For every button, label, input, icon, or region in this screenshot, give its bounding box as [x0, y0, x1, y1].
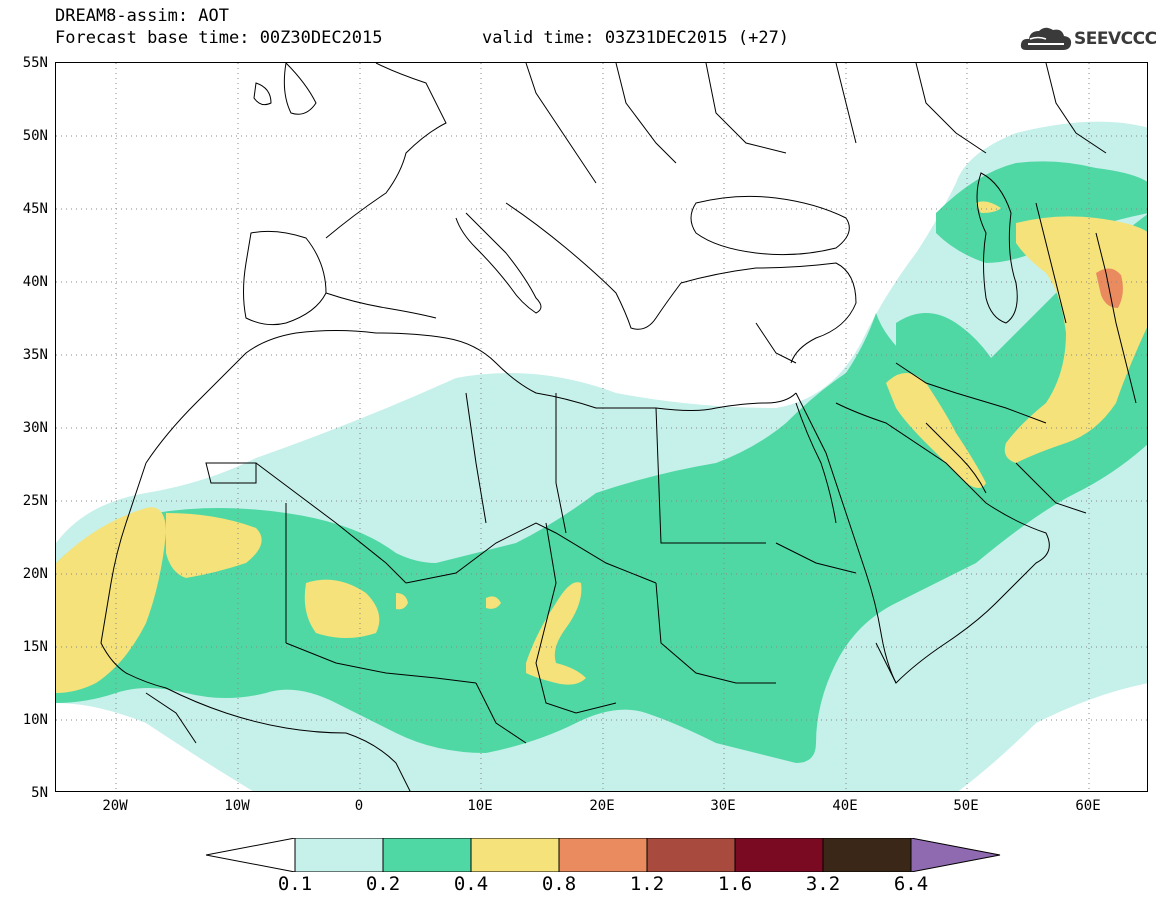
lon-label: 20W: [102, 798, 128, 814]
lon-label: 10W: [224, 798, 250, 814]
colorbar-label: 1.2: [629, 873, 665, 895]
lat-label: 45N: [22, 201, 48, 217]
colorbar-bin: [294, 838, 384, 872]
lat-label: 40N: [22, 274, 48, 290]
logo-text: SEEVCCC: [1074, 29, 1157, 49]
map-canvas: [56, 63, 1147, 791]
colorbar-label: 0.2: [365, 873, 401, 895]
cloud-icon: [1020, 27, 1072, 50]
coastlines-borders: [100, 63, 1137, 791]
colorbar-under-arrow: [206, 838, 296, 872]
colorbar-label: 3.2: [805, 873, 841, 895]
colorbar-bin: [382, 838, 472, 872]
lat-label: 50N: [22, 128, 48, 144]
map-title: DREAM8-assim: AOT: [55, 6, 229, 26]
forecast-base-time: Forecast base time: 00Z30DEC2015: [55, 28, 383, 48]
lat-label: 20N: [22, 566, 48, 582]
colorbar-bin: [646, 838, 736, 872]
lat-label: 10N: [22, 712, 48, 728]
lon-label: 10E: [467, 798, 493, 814]
lat-label: 15N: [22, 639, 48, 655]
lat-label: 55N: [22, 55, 48, 71]
colorbar-label: 6.4: [893, 873, 929, 895]
lat-label: 35N: [22, 347, 48, 363]
lat-label: 30N: [22, 420, 48, 436]
lon-label: 0: [354, 798, 364, 814]
seevccc-logo: SEEVCCC: [1018, 22, 1158, 58]
aot-colorbar: [206, 838, 1001, 872]
lat-label: 25N: [22, 493, 48, 509]
colorbar-label: 1.6: [717, 873, 753, 895]
colorbar-over-arrow: [910, 838, 1001, 872]
dust-aot-map[interactable]: [55, 62, 1148, 792]
lon-label: 20E: [589, 798, 615, 814]
colorbar-label: 0.8: [541, 873, 577, 895]
lon-label: 40E: [832, 798, 858, 814]
colorbar-label: 0.4: [453, 873, 489, 895]
colorbar-bin: [558, 838, 648, 872]
colorbar-bin: [734, 838, 824, 872]
colorbar-bin: [822, 838, 912, 872]
colorbar-bin: [470, 838, 560, 872]
graticule: [56, 63, 1147, 791]
lon-label: 30E: [710, 798, 736, 814]
valid-time: valid time: 03Z31DEC2015 (+27): [482, 28, 790, 48]
colorbar-label: 0.1: [277, 873, 313, 895]
lat-label: 5N: [31, 785, 48, 801]
lon-label: 60E: [1075, 798, 1101, 814]
lon-label: 50E: [953, 798, 979, 814]
